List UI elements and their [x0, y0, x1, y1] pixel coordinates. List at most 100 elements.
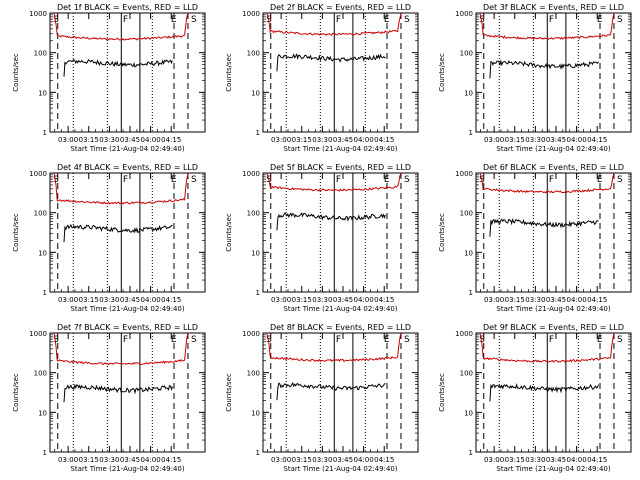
y-tick-label: 10 — [251, 89, 260, 97]
panel-title: Det 5f BLACK = Events, RED = LLD — [270, 163, 411, 172]
x-tick-label: 03:30 — [99, 456, 119, 464]
y-tick-label: 100 — [460, 210, 473, 218]
marker-label-e: E — [384, 15, 390, 25]
y-tick-label: 100 — [34, 370, 47, 378]
marker-label-e: E — [384, 175, 390, 185]
x-tick-label: 03:30 — [525, 136, 545, 144]
x-tick-label: 03:45 — [546, 456, 566, 464]
x-axis-label: Start Time (21-Aug-04 02:49:40) — [70, 305, 184, 313]
y-tick-label: 10 — [464, 409, 473, 417]
y-axis-label: Counts/sec — [12, 213, 20, 252]
detector-panel: Det 1f BLACK = Events, RED = LLD 1 10 100 10… — [12, 3, 206, 153]
x-tick-label: 03:45 — [333, 296, 353, 304]
y-tick-label: 10 — [38, 249, 47, 257]
events-series-line — [489, 383, 599, 402]
plot-frame — [262, 12, 419, 133]
y-axis-label: Counts/sec — [438, 213, 446, 252]
detector-panel: Det 6f BLACK = Events, RED = LLD 1 10 100 10… — [438, 163, 632, 313]
detector-panel: Det 4f BLACK = Events, RED = LLD 1 10 100 10… — [12, 163, 206, 313]
x-tick-label: 04:00 — [354, 136, 374, 144]
x-tick-label: 03:15 — [79, 296, 99, 304]
y-tick-label: 100 — [34, 210, 47, 218]
y-tick-label: 1 — [43, 449, 47, 457]
x-tick-label: 03:45 — [333, 136, 353, 144]
detector-panel: Det 2f BLACK = Events, RED = LLD 1 10 100 10… — [225, 3, 419, 153]
marker-label-s: S — [404, 175, 410, 185]
x-axis-label: Start Time (21-Aug-04 02:49:40) — [283, 465, 397, 473]
x-tick-label: 03:45 — [120, 296, 140, 304]
x-tick-label: 04:00 — [141, 456, 161, 464]
x-tick-label: 04:15 — [587, 136, 607, 144]
marker-label-s: S — [191, 175, 197, 185]
marker-label-e: E — [171, 15, 177, 25]
x-tick-label: 03:15 — [292, 456, 312, 464]
x-tick-label: 03:30 — [525, 456, 545, 464]
marker-label-e: E — [384, 335, 390, 345]
lld-series-line — [479, 12, 615, 41]
lld-series-line — [479, 332, 615, 364]
x-tick-label: 03:15 — [505, 136, 525, 144]
y-tick-label: 1000 — [455, 10, 473, 18]
x-axis-label: Start Time (21-Aug-04 02:49:40) — [496, 305, 610, 313]
x-axis-label: Start Time (21-Aug-04 02:49:40) — [70, 145, 184, 153]
x-tick-label: 03:15 — [79, 456, 99, 464]
marker-label-s: S — [191, 335, 197, 345]
y-tick-label: 1 — [469, 289, 473, 297]
y-axis-label: Counts/sec — [225, 213, 233, 252]
x-tick-label: 03:30 — [99, 296, 119, 304]
lld-series-line — [266, 12, 402, 37]
y-tick-label: 1000 — [242, 330, 260, 338]
events-series-line — [489, 217, 599, 237]
x-axis-label: Start Time (21-Aug-04 02:49:40) — [70, 465, 184, 473]
x-tick-label: 03:45 — [546, 136, 566, 144]
panel-title: Det 4f BLACK = Events, RED = LLD — [57, 163, 198, 172]
y-tick-label: 10 — [251, 409, 260, 417]
y-tick-label: 1 — [256, 449, 260, 457]
y-tick-label: 10 — [464, 249, 473, 257]
detector-panel: Det 9f BLACK = Events, RED = LLD 1 10 100 10… — [438, 323, 632, 473]
x-axis-label: Start Time (21-Aug-04 02:49:40) — [283, 305, 397, 313]
marker-label-s: S — [479, 335, 485, 345]
x-tick-label: 03:00 — [484, 456, 504, 464]
lld-series-line — [53, 332, 189, 366]
y-axis-label: Counts/sec — [225, 53, 233, 92]
y-tick-label: 1 — [256, 289, 260, 297]
panel-title: Det 2f BLACK = Events, RED = LLD — [270, 3, 411, 12]
x-tick-label: 03:00 — [271, 136, 291, 144]
marker-label-s: S — [617, 15, 623, 25]
marker-label-s: S — [53, 175, 59, 185]
x-tick-label: 04:15 — [374, 136, 394, 144]
y-tick-label: 100 — [247, 50, 260, 58]
y-axis-label: Counts/sec — [12, 373, 20, 412]
lld-series-line — [266, 172, 402, 192]
events-series-line — [63, 223, 173, 243]
y-tick-label: 10 — [38, 89, 47, 97]
plot-frame — [262, 172, 419, 293]
y-tick-label: 100 — [247, 370, 260, 378]
x-tick-label: 03:30 — [312, 136, 332, 144]
marker-label-f: F — [336, 175, 341, 185]
y-axis-label: Counts/sec — [225, 373, 233, 412]
y-tick-label: 100 — [34, 50, 47, 58]
marker-label-f: F — [549, 15, 554, 25]
marker-label-f: F — [549, 175, 554, 185]
x-tick-label: 03:45 — [546, 296, 566, 304]
x-tick-label: 03:00 — [58, 456, 78, 464]
events-series-line — [489, 59, 599, 79]
panel-title: Det 6f BLACK = Events, RED = LLD — [483, 163, 624, 172]
y-axis-label: Counts/sec — [438, 53, 446, 92]
panel-title: Det 7f BLACK = Events, RED = LLD — [57, 323, 198, 332]
marker-label-s: S — [53, 15, 59, 25]
marker-label-s: S — [404, 335, 410, 345]
x-tick-label: 03:00 — [271, 456, 291, 464]
events-series-line — [276, 212, 386, 231]
panel-title: Det 1f BLACK = Events, RED = LLD — [57, 3, 198, 12]
y-tick-label: 10 — [38, 409, 47, 417]
detector-panel: Det 8f BLACK = Events, RED = LLD 1 10 100 10… — [225, 323, 419, 473]
y-tick-label: 100 — [460, 370, 473, 378]
x-tick-label: 04:00 — [141, 136, 161, 144]
marker-label-e: E — [597, 175, 603, 185]
y-axis-label: Counts/sec — [12, 53, 20, 92]
y-tick-label: 100 — [247, 210, 260, 218]
